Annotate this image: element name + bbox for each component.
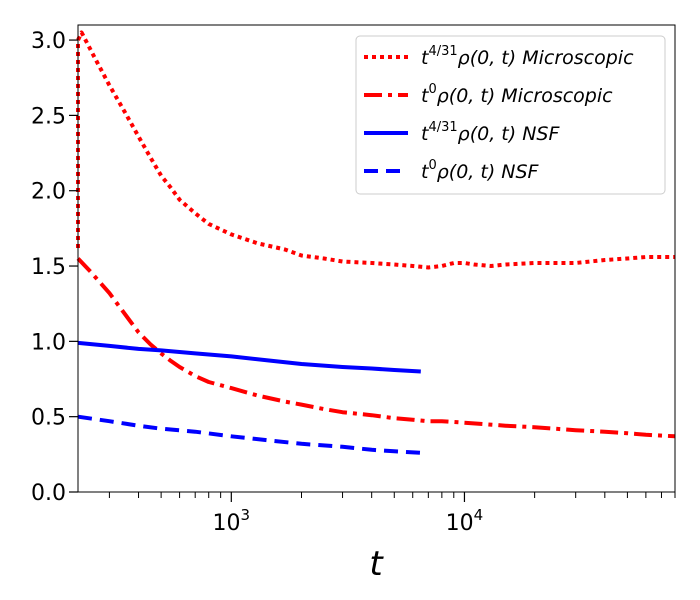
y-tick-label: 2.5 <box>31 104 66 129</box>
y-tick-label: 1.5 <box>31 255 66 280</box>
y-tick-label: 2.0 <box>31 180 66 205</box>
series-layer <box>76 30 676 455</box>
legend: t4/31ρ(0, t) Microscopic t0ρ(0, t) Micros… <box>355 35 666 195</box>
axes-layer: 0.0 0.5 1.0 1.5 2.0 2.5 3.0 103 104 <box>31 24 676 536</box>
series-line-4 <box>77 414 421 455</box>
x-tick-label: 103 <box>213 506 251 536</box>
y-tick-label: 1.0 <box>31 330 66 355</box>
series-line-3 <box>77 340 421 374</box>
legend-label: t4/31ρ(0, t) NSF <box>421 120 560 145</box>
y-tick-label: 0.0 <box>31 481 66 506</box>
legend-box <box>355 35 666 195</box>
legend-label: t0ρ(0, t) Microscopic <box>421 82 613 107</box>
x-tick-label: 104 <box>446 506 484 536</box>
y-tick-label: 0.5 <box>31 406 66 431</box>
legend-label: t0ρ(0, t) NSF <box>421 158 540 183</box>
y-tick-label: 3.0 <box>31 29 66 54</box>
plot-frame <box>77 24 676 493</box>
series-line-1 <box>76 30 675 270</box>
x-axis-title: t <box>369 544 384 584</box>
legend-label: t4/31ρ(0, t) Microscopic <box>421 44 634 69</box>
series-line-2 <box>76 257 676 439</box>
